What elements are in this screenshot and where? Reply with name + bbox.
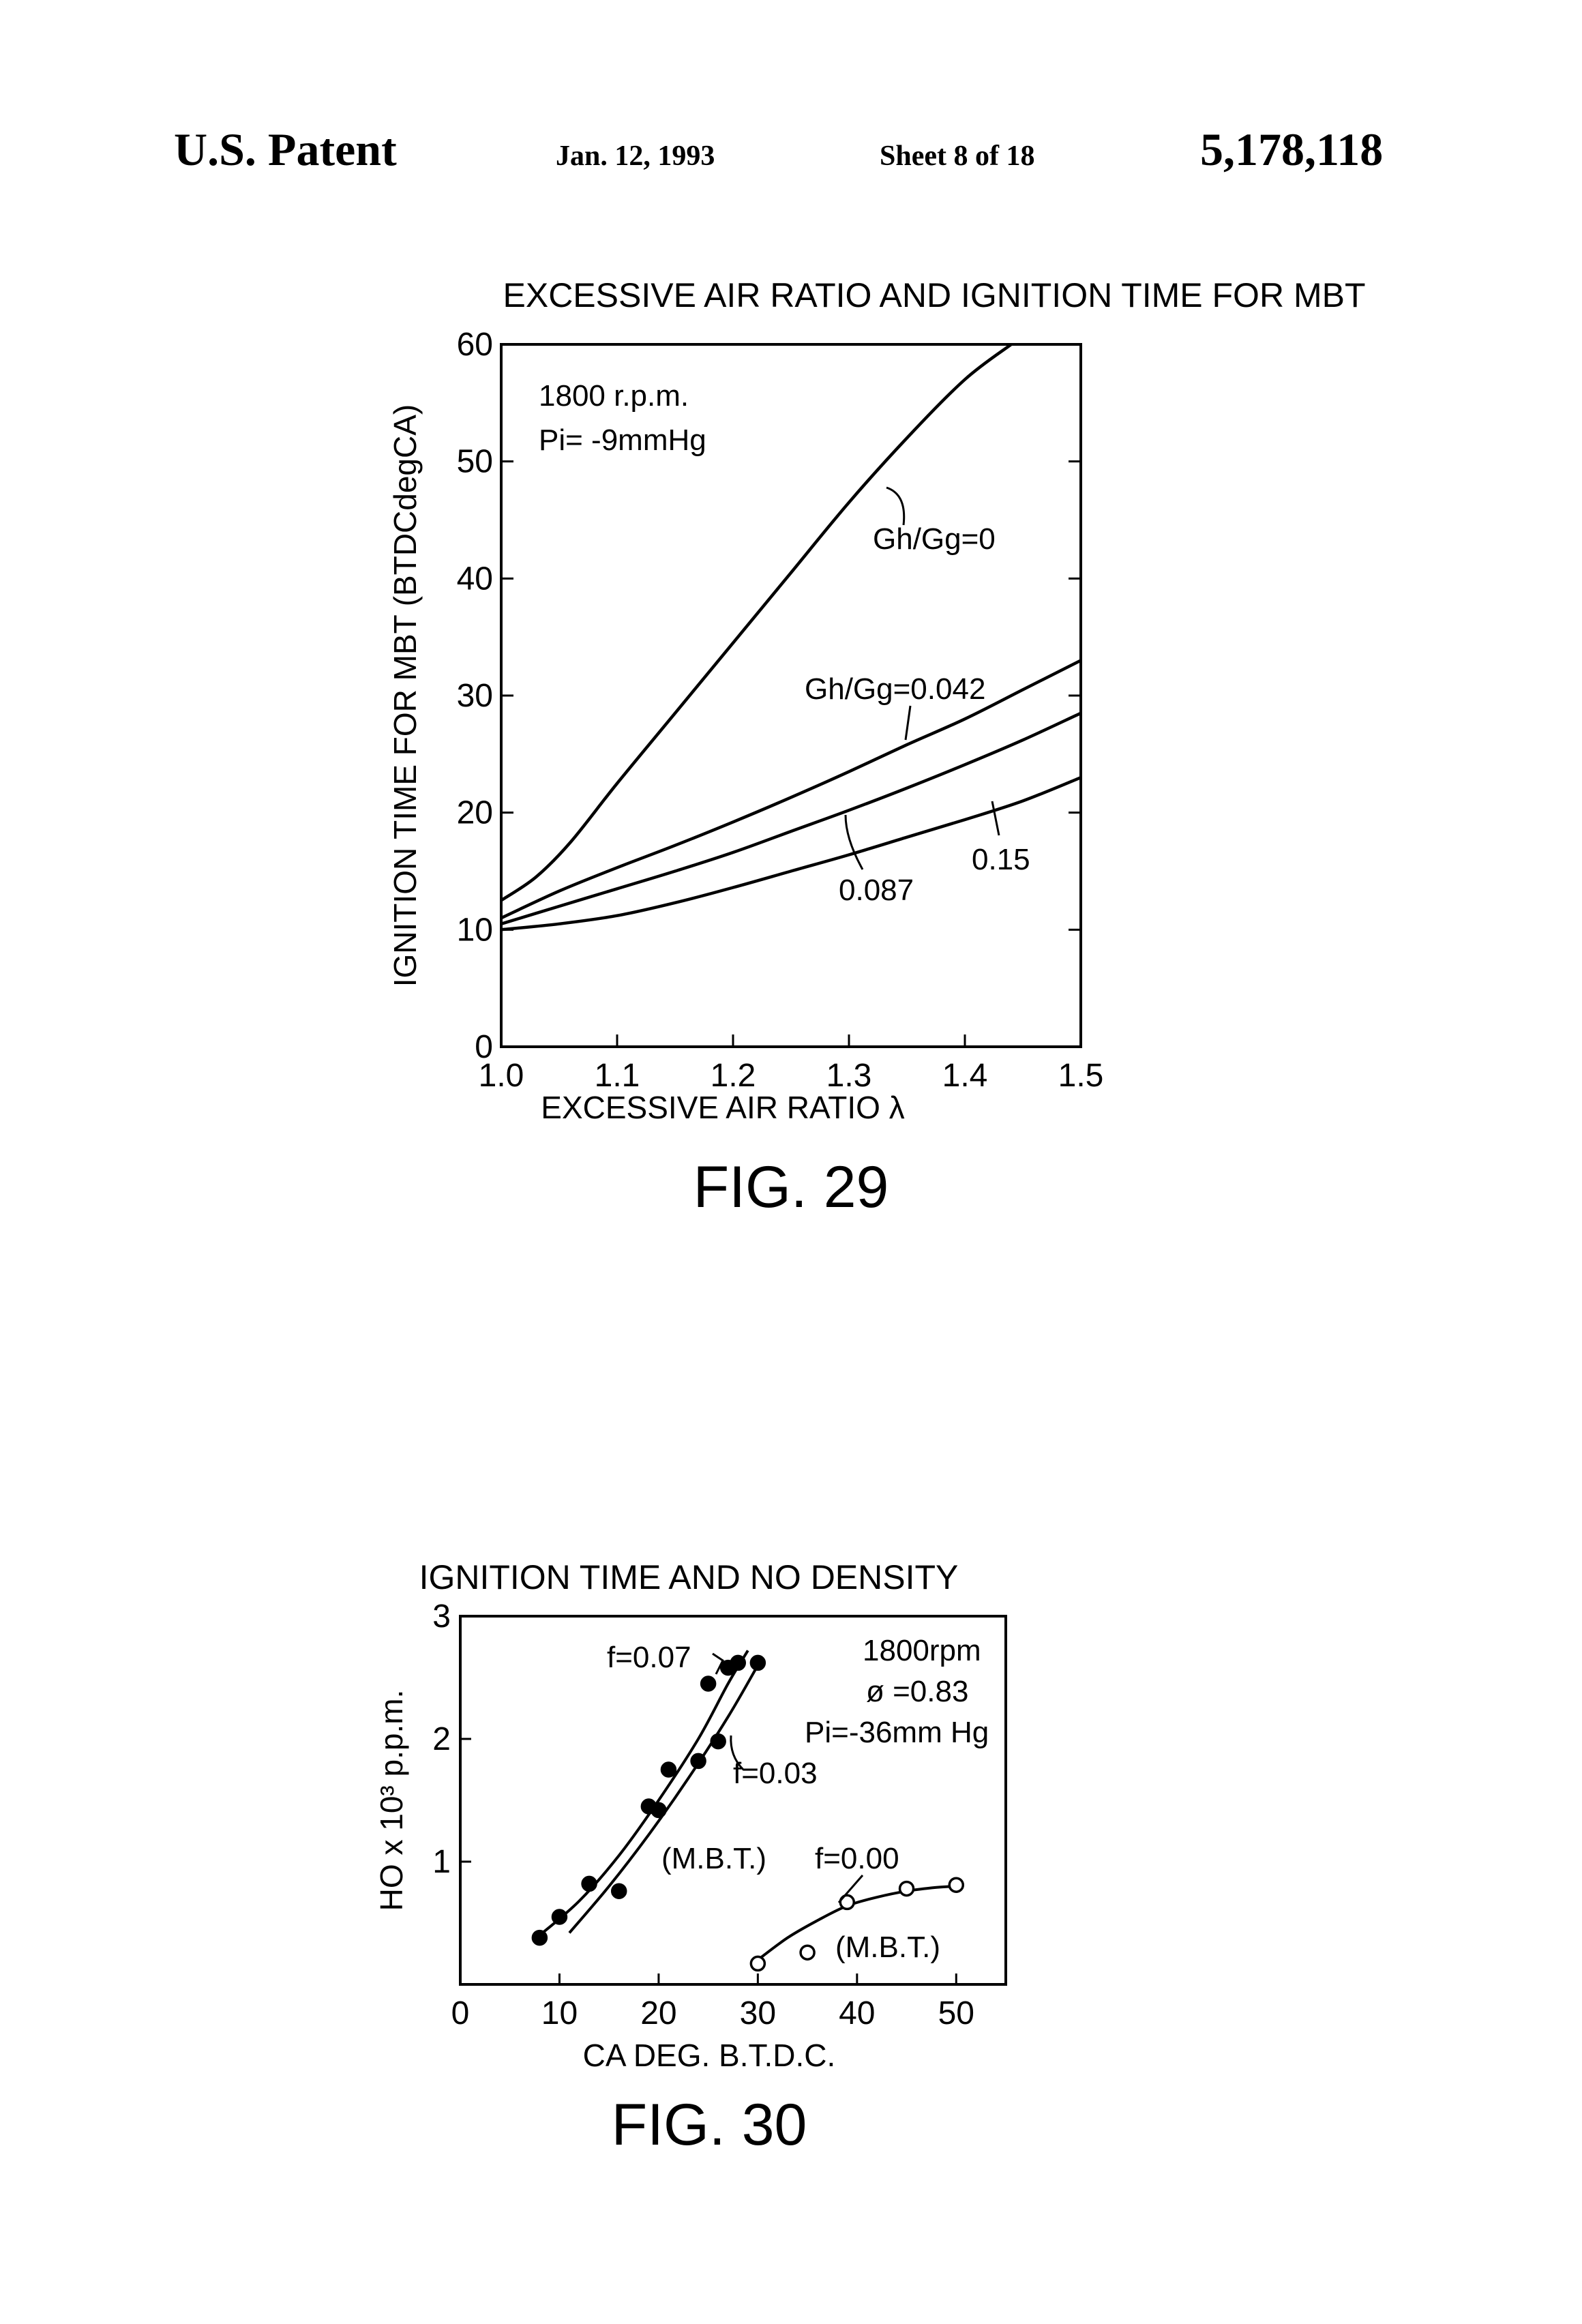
- fig30-x-tick-5: 50: [938, 1995, 974, 2031]
- fig30-series-curve-1: [569, 1665, 758, 1933]
- fig30-annotation-rpm: 1800rpm: [863, 1634, 981, 1667]
- fig29-x-tick-2: 1.2: [711, 1058, 756, 1094]
- fig29-y-tick-4: 40: [457, 561, 493, 597]
- fig30-series-0-point-2: [582, 1877, 596, 1890]
- fig30-series-0-point-1: [552, 1910, 566, 1924]
- fig30-series-1-point-0: [612, 1884, 626, 1898]
- fig29-y-tick-3: 30: [457, 678, 493, 714]
- fig29-y-tick-6: 60: [457, 327, 493, 363]
- fig29-y-tick-1: 10: [457, 912, 493, 948]
- fig30-annotation-phi: ø =0.83: [866, 1675, 968, 1708]
- fig30-series-1-point-1: [652, 1803, 666, 1817]
- fig30-series-1-point-3: [711, 1735, 725, 1748]
- fig29-series-label-1: Gh/Gg=0.042: [805, 672, 985, 706]
- fig29-leader-3: [992, 801, 999, 835]
- fig30-series-1-point-2: [691, 1754, 705, 1768]
- fig30-series-2-point-0: [751, 1956, 764, 1970]
- fig29-y-axis-label: IGNITION TIME FOR MBT (BTDCdegCA): [387, 404, 423, 987]
- fig30-series-1-point-4: [751, 1656, 764, 1669]
- fig29-annotation-rpm: 1800 r.p.m.: [539, 379, 689, 413]
- fig29-series-label-0: Gh/Gg=0: [873, 522, 996, 556]
- fig30-series-label-2: f=0.00: [815, 1842, 899, 1875]
- fig29-x-tick-1: 1.1: [595, 1058, 640, 1094]
- fig30-annotation-pressure: Pi=-36mm Hg: [805, 1716, 989, 1749]
- fig30-series-curve-0: [539, 1650, 747, 1935]
- fig30-series-0-point-0: [533, 1931, 546, 1945]
- fig29-series-line-1: [501, 661, 1081, 919]
- fig30-series-label-1: f=0.03: [733, 1757, 818, 1790]
- fig30-series-label-0: f=0.07: [607, 1641, 691, 1674]
- fig29-y-tick-5: 50: [457, 444, 493, 480]
- fig30-x-axis-label: CA DEG. B.T.D.C.: [583, 2038, 836, 2073]
- fig30-annotation-mbt-1: (M.B.T.): [661, 1842, 766, 1875]
- fig30-y-tick-0: 1: [432, 1844, 451, 1880]
- fig30-y-tick-2: 3: [432, 1598, 451, 1635]
- fig30-series-0-point-5: [702, 1677, 715, 1690]
- fig29-x-tick-5: 1.5: [1058, 1058, 1104, 1094]
- fig29-title: EXCESSIVE AIR RATIO AND IGNITION TIME FO…: [503, 276, 1366, 314]
- fig30-y-axis-label: HO x 10³ p.p.m.: [374, 1690, 409, 1911]
- fig30-series-0-point-4: [661, 1763, 675, 1776]
- fig29-label: FIG. 29: [693, 1154, 889, 1220]
- fig29-x-tick-4: 1.4: [942, 1058, 988, 1094]
- fig29-leader-0: [886, 488, 904, 525]
- fig29-y-tick-2: 20: [457, 795, 493, 831]
- fig29-leader-1: [906, 706, 910, 740]
- fig30-chart: IGNITION TIME AND NO DENSITY 1 2 3 0 10 20 30…: [374, 1558, 1006, 2158]
- fig29-leader-2: [846, 815, 863, 869]
- fig30-x-tick-3: 30: [740, 1995, 776, 2031]
- fig30-annotation-mbt-2: (M.B.T.): [835, 1931, 940, 1964]
- fig29-annotation-pressure: Pi= -9mmHg: [539, 423, 706, 457]
- fig30-x-tick-1: 10: [541, 1995, 578, 2031]
- fig30-series-0-point-7: [731, 1656, 745, 1669]
- fig29-x-tick-0: 1.0: [479, 1058, 524, 1094]
- fig30-x-tick-0: 0: [451, 1995, 470, 2031]
- fig29-series-label-2: 0.087: [839, 874, 914, 907]
- fig30-label: FIG. 30: [612, 2092, 807, 2158]
- fig30-series-2-point-3: [900, 1882, 914, 1896]
- fig30-series-2-point-4: [949, 1878, 963, 1892]
- fig29-series-label-3: 0.15: [972, 843, 1030, 876]
- fig30-series-2-point-1: [801, 1946, 814, 1959]
- fig30-x-tick-2: 20: [640, 1995, 676, 2031]
- fig29-chart: EXCESSIVE AIR RATIO AND IGNITION TIME FO…: [387, 276, 1366, 1220]
- fig29-x-tick-3: 1.3: [826, 1058, 872, 1094]
- fig30-title: IGNITION TIME AND NO DENSITY: [419, 1558, 959, 1596]
- fig30-x-tick-4: 40: [839, 1995, 875, 2031]
- fig30-y-tick-1: 2: [432, 1721, 451, 1757]
- fig29-x-axis-label: EXCESSIVE AIR RATIO λ: [541, 1090, 904, 1125]
